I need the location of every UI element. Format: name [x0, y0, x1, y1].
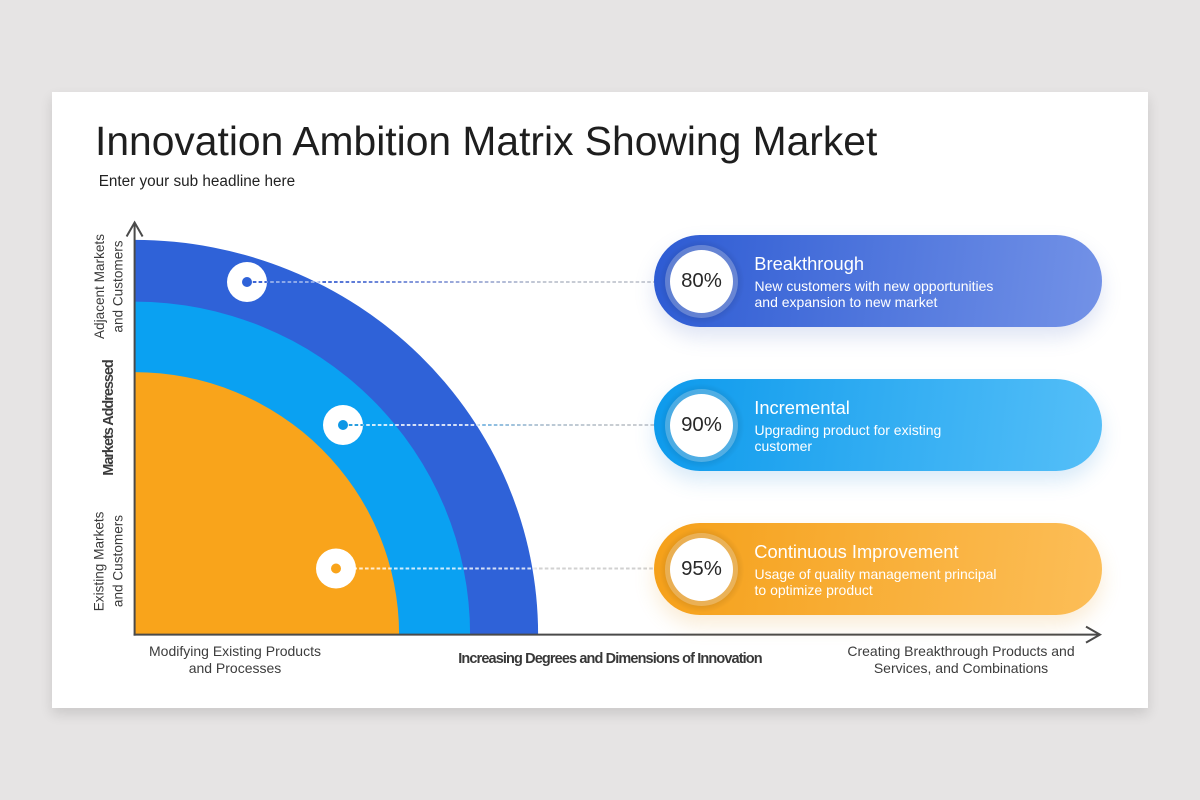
svg-text:and Customers: and Customers: [111, 240, 126, 332]
svg-text:Adjacent Markets: Adjacent Markets: [92, 234, 107, 339]
svg-text:Existing Markets: Existing Markets: [92, 511, 107, 611]
svg-text:and Customers: and Customers: [111, 515, 126, 607]
svg-text:Markets Addressed: Markets Addressed: [101, 360, 117, 476]
